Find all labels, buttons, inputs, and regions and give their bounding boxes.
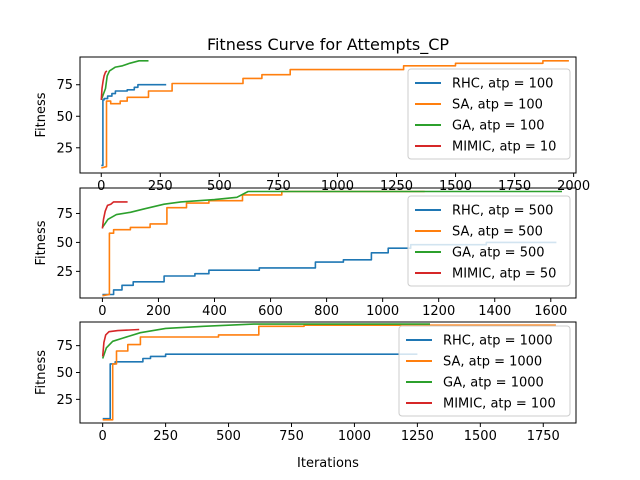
x-tick-label: 1500 (439, 179, 472, 194)
x-tick-label: 1400 (478, 304, 511, 319)
series-line-3 (100, 60, 149, 101)
y-tick-label: 75 (56, 78, 73, 93)
x-tick-label: 2000 (557, 179, 590, 194)
legend-label: MIMIC, atp = 10 (452, 140, 556, 155)
x-tick-label: 1750 (498, 179, 531, 194)
y-tick-label: 25 (56, 393, 73, 408)
x-tick-label: 1600 (534, 304, 567, 319)
y-axis-label: Fitness (34, 92, 49, 137)
y-tick-label: 75 (56, 339, 73, 354)
series-line-4 (100, 70, 108, 100)
x-tick-label: 750 (279, 429, 304, 444)
legend: RHC, atp = 500 SA, atp = 500 GA, atp = 500… (407, 195, 571, 287)
series-line-2 (102, 190, 425, 297)
x-tick-label: 1000 (321, 179, 354, 194)
y-axis-label: Fitness (34, 220, 49, 265)
x-tick-label: 1000 (366, 304, 399, 319)
x-tick-label: 1250 (401, 429, 434, 444)
legend-label: SA, atp = 1000 (443, 355, 542, 370)
legend-label: SA, atp = 500 (452, 225, 543, 240)
figure-title: Fitness Curve for Attempts_CP (207, 35, 449, 55)
subplot-1: 0 250 500 750 1000 1250 1500 1750 2000 25 50 75 Fitn… (34, 56, 590, 194)
legend-label: MIMIC, atp = 50 (452, 267, 556, 282)
x-tick-label: 250 (148, 179, 173, 194)
x-axis-label: Iterations (297, 456, 359, 471)
legend-label: GA, atp = 500 (452, 246, 545, 261)
legend-label: GA, atp = 100 (452, 119, 545, 134)
legend-label: MIMIC, atp = 100 (443, 397, 556, 412)
x-tick-label: 1750 (527, 429, 560, 444)
x-tick-label: 1000 (338, 429, 371, 444)
x-tick-label: 1250 (380, 179, 413, 194)
series-line-4 (101, 201, 128, 229)
legend-box (398, 325, 571, 417)
x-tick-label: 200 (146, 304, 171, 319)
series-line-1 (102, 353, 418, 420)
y-tick-label: 50 (56, 110, 73, 125)
y-tick-label: 25 (56, 141, 73, 156)
series-line-1 (101, 83, 167, 167)
legend-label: SA, atp = 100 (452, 98, 543, 113)
x-tick-label: 1500 (464, 429, 497, 444)
x-tick-label: 250 (153, 429, 178, 444)
legend-label: GA, atp = 1000 (443, 376, 544, 391)
series-group (100, 60, 569, 169)
series-line-3 (101, 323, 430, 359)
legend-box (407, 195, 571, 287)
series-line-3 (101, 190, 562, 228)
axes-frame (79, 56, 577, 174)
legend-label: RHC, atp = 1000 (443, 334, 553, 349)
x-tick-label: 1200 (422, 304, 455, 319)
axes-frame (79, 187, 577, 299)
x-tick-label: 600 (258, 304, 283, 319)
subplot-3: 0 250 500 750 1000 1250 1500 1750 25 50 75 Fitness I… (34, 321, 577, 471)
legend: RHC, atp = 1000 SA, atp = 1000 GA, atp = 1… (398, 325, 571, 417)
series-group (101, 190, 562, 297)
x-tick-label: 500 (207, 179, 232, 194)
y-tick-label: 50 (56, 366, 73, 381)
x-tick-label: 500 (216, 429, 241, 444)
x-tick-label: 0 (97, 179, 105, 194)
series-line-4 (101, 328, 140, 357)
series-group (101, 323, 556, 421)
x-tick-label: 0 (98, 304, 106, 319)
legend: RHC, atp = 100 SA, atp = 100 GA, atp = 100… (407, 68, 571, 160)
y-tick-label: 75 (56, 207, 73, 222)
y-tick-label: 25 (56, 265, 73, 280)
subplots: 0 250 500 750 1000 1250 1500 1750 2000255075Fitn… (34, 56, 590, 471)
x-tick-label: 750 (266, 179, 291, 194)
x-tick-label: 0 (99, 429, 107, 444)
subplot-2: 0 200 400 600 800 1000 1200 1400 1600 25 50 75 Fitne… (34, 187, 577, 319)
legend-label: RHC, atp = 100 (452, 77, 553, 92)
series-line-2 (101, 60, 569, 169)
x-tick-label: 800 (314, 304, 339, 319)
y-axis-label: Fitness (34, 350, 49, 395)
legend-box (407, 68, 571, 160)
y-tick-label: 50 (56, 236, 73, 251)
legend-label: RHC, atp = 500 (452, 204, 553, 219)
series-line-1 (102, 241, 557, 296)
series-line-2 (102, 324, 556, 421)
x-tick-label: 400 (202, 304, 227, 319)
